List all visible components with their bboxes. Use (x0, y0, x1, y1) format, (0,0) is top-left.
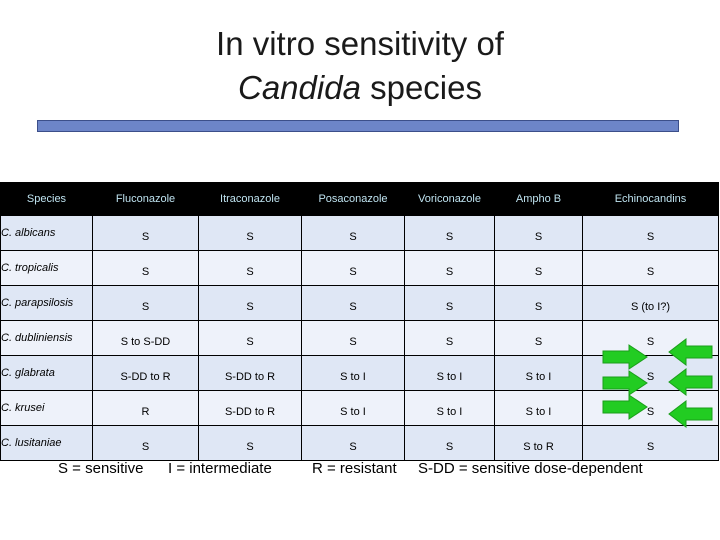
table-cell: S to I (404, 390, 495, 426)
table-row: C. parapsilosis S S S S S S (to I?) (0, 285, 719, 321)
table-cell: S (404, 425, 495, 461)
species-cell: C. tropicalis (0, 250, 93, 286)
table-cell: S (198, 285, 302, 321)
table-cell: S (92, 425, 199, 461)
sensitivity-table: Species Fluconazole Itraconazole Posacon… (0, 182, 719, 461)
table-cell: S (to I?) (582, 285, 719, 321)
species-cell: C. lusitaniae (0, 425, 93, 461)
table-cell: S (301, 320, 405, 356)
header-itraconazole: Itraconazole (198, 182, 302, 216)
table-cell: S (198, 320, 302, 356)
title-line-2: Candida species (0, 66, 720, 110)
right-arrow-icon (602, 344, 648, 370)
table-cell: S (494, 285, 583, 321)
table-row: C. albicans S S S S S S (0, 215, 719, 251)
table-cell: S to I (404, 355, 495, 391)
title-underline-bar (37, 120, 679, 132)
table-row: C. tropicalis S S S S S S (0, 250, 719, 286)
table-cell: S (92, 215, 199, 251)
species-cell: C. dubliniensis (0, 320, 93, 356)
left-arrow-icon (668, 338, 713, 366)
header-echinocandins: Echinocandins (582, 182, 719, 216)
header-species: Species (0, 182, 93, 216)
header-amphob: Ampho B (494, 182, 583, 216)
table-cell: S-DD to R (198, 390, 302, 426)
table-cell: S (494, 320, 583, 356)
table-header-row: Species Fluconazole Itraconazole Posacon… (0, 182, 719, 216)
table-cell: S (404, 285, 495, 321)
legend-sdd: S-DD = sensitive dose-dependent (418, 460, 643, 477)
table-cell: S (582, 215, 719, 251)
table-cell: S (198, 250, 302, 286)
table-cell: S to I (494, 390, 583, 426)
table-cell: S (301, 215, 405, 251)
table-cell: S to I (301, 355, 405, 391)
table-cell: R (92, 390, 199, 426)
table-cell: S to R (494, 425, 583, 461)
title-rest: species (360, 69, 482, 106)
table-cell: S (92, 250, 199, 286)
left-arrow-icon (668, 400, 713, 428)
title-line-1: In vitro sensitivity of (216, 25, 504, 62)
table-row: C. lusitaniae S S S S S to R S (0, 425, 719, 461)
table-cell: S to I (494, 355, 583, 391)
legend: S = sensitive I = intermediate R = resis… (0, 460, 720, 484)
table-cell: S (404, 215, 495, 251)
table-cell: S (582, 425, 719, 461)
table-cell: S (92, 285, 199, 321)
left-arrow-icon (668, 368, 713, 396)
species-cell: C. albicans (0, 215, 93, 251)
legend-sensitive: S = sensitive (58, 460, 144, 477)
species-cell: C. parapsilosis (0, 285, 93, 321)
right-arrow-icon (602, 394, 648, 420)
right-arrow-icon (602, 370, 648, 396)
table-cell: S (301, 285, 405, 321)
legend-resistant: R = resistant (312, 460, 397, 477)
table-cell: S (582, 250, 719, 286)
table-cell: S (494, 250, 583, 286)
table-cell: S (198, 425, 302, 461)
table-cell: S to I (301, 390, 405, 426)
header-fluconazole: Fluconazole (92, 182, 199, 216)
legend-intermediate: I = intermediate (168, 460, 272, 477)
table-cell: S (301, 425, 405, 461)
species-cell: C. glabrata (0, 355, 93, 391)
table-cell: S (198, 215, 302, 251)
slide-title: In vitro sensitivity of Candida species (0, 22, 720, 110)
table-cell: S-DD to R (198, 355, 302, 391)
species-cell: C. krusei (0, 390, 93, 426)
header-posaconazole: Posaconazole (301, 182, 405, 216)
table-row: C. glabrata S-DD to R S-DD to R S to I S… (0, 355, 719, 391)
table-cell: S (301, 250, 405, 286)
table-cell: S (404, 320, 495, 356)
table-cell: S-DD to R (92, 355, 199, 391)
table-cell: S to S-DD (92, 320, 199, 356)
table-cell: S (404, 250, 495, 286)
header-voriconazole: Voriconazole (404, 182, 495, 216)
title-genus: Candida (238, 69, 361, 106)
table-cell: S (494, 215, 583, 251)
